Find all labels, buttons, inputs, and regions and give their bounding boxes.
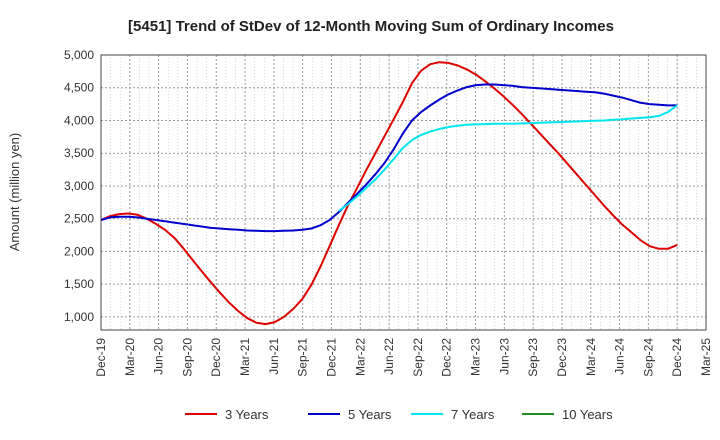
x-tick-label: Dec-24 xyxy=(670,338,684,377)
legend-label-7-years: 7 Years xyxy=(451,407,495,422)
series-line-7-years xyxy=(338,104,678,212)
x-tick-label: Dec-23 xyxy=(555,338,569,377)
x-axis-ticks: Dec-19 Mar-20 Jun-20 Sep-20 Dec-20 Mar-21 Jun-… xyxy=(94,338,713,377)
grid xyxy=(101,54,706,330)
x-tick-label: Mar-21 xyxy=(238,338,252,376)
y-tick-label: 3,000 xyxy=(64,179,94,193)
x-tick-label: Sep-24 xyxy=(641,338,655,377)
y-tick-label: 3,500 xyxy=(64,146,94,160)
x-tick-label: Sep-23 xyxy=(526,338,540,377)
x-tick-label: Mar-22 xyxy=(353,338,367,376)
y-axis-ticks: 1,000 1,500 2,000 2,500 3,000 3,500 4,000 4,500… xyxy=(64,48,94,324)
y-axis-label: Amount (million yen) xyxy=(7,133,22,252)
x-tick-label: Mar-25 xyxy=(699,338,713,376)
legend-label-5-years: 5 Years xyxy=(348,407,392,422)
x-tick-label: Sep-22 xyxy=(411,338,425,377)
x-tick-label: Mar-20 xyxy=(123,338,137,376)
x-tick-label: Jun-21 xyxy=(267,338,281,375)
x-tick-label: Jun-24 xyxy=(613,338,627,375)
x-tick-label: Jun-22 xyxy=(382,338,396,375)
series-lines xyxy=(100,61,678,326)
y-tick-label: 5,000 xyxy=(64,48,94,62)
legend-label-10-years: 10 Years xyxy=(562,407,613,422)
x-tick-label: Dec-20 xyxy=(209,338,223,377)
series-line-3-years xyxy=(100,61,678,326)
x-tick-label: Jun-20 xyxy=(152,338,166,375)
x-tick-label: Sep-20 xyxy=(180,338,194,377)
y-tick-label: 2,500 xyxy=(64,212,94,226)
y-tick-label: 4,000 xyxy=(64,113,94,127)
x-tick-label: Sep-21 xyxy=(296,338,310,377)
plot-frame xyxy=(100,54,707,331)
x-tick-label: Dec-22 xyxy=(440,338,454,377)
x-tick-label: Dec-19 xyxy=(94,338,108,377)
legend-label-3-years: 3 Years xyxy=(225,407,269,422)
y-tick-label: 2,000 xyxy=(64,244,94,258)
legend: 3 Years 5 Years 7 Years 10 Years xyxy=(185,407,613,422)
series-line-5-years xyxy=(100,83,678,233)
y-tick-label: 4,500 xyxy=(64,81,94,95)
y-tick-label: 1,500 xyxy=(64,277,94,291)
x-tick-label: Mar-24 xyxy=(584,338,598,376)
x-tick-label: Mar-23 xyxy=(469,338,483,376)
chart-title: [5451] Trend of StDev of 12-Month Moving… xyxy=(128,18,614,35)
x-tick-label: Jun-23 xyxy=(497,338,511,375)
x-tick-label: Dec-21 xyxy=(324,338,338,377)
y-tick-label: 1,000 xyxy=(64,310,94,324)
